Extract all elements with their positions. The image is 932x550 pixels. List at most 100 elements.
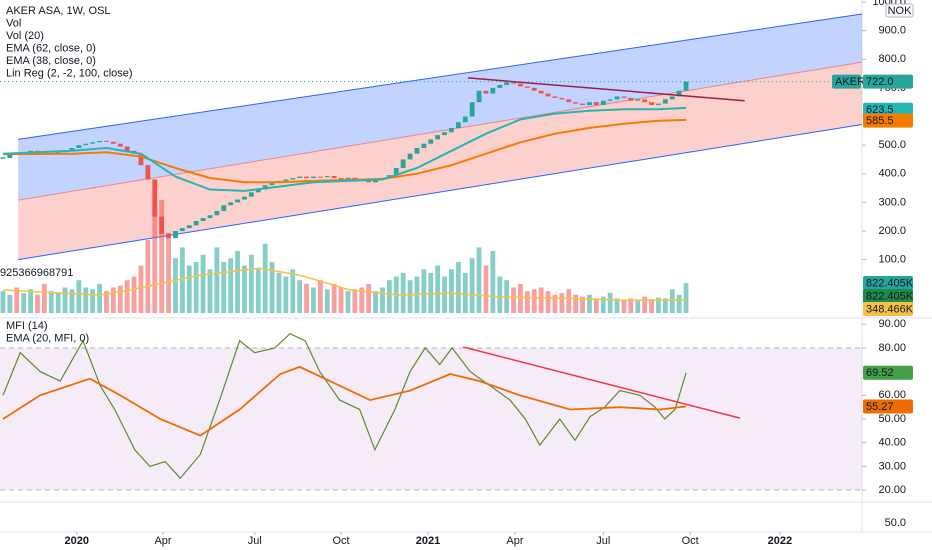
- volume-bar: [614, 298, 620, 313]
- channel-lower-fill: [18, 62, 862, 260]
- candle: [55, 152, 61, 154]
- candle: [683, 81, 689, 91]
- candle: [317, 176, 323, 178]
- price-badge-label: 55.27: [866, 401, 894, 413]
- candle: [373, 180, 378, 183]
- volume-bar: [386, 280, 392, 313]
- price-badge-label: 69.52: [866, 367, 894, 379]
- volume-bar: [683, 283, 689, 313]
- x-tick-label: Jul: [248, 535, 262, 547]
- x-tick-label: 2020: [65, 535, 89, 547]
- volume-bar: [159, 200, 165, 313]
- legend-item: Lin Reg (2, -2, 100, close): [6, 67, 133, 79]
- legend-item: MFI (14): [6, 320, 48, 332]
- y-tick-label: 500.0: [878, 139, 906, 151]
- volume-bar: [214, 247, 220, 313]
- volume-bar: [97, 283, 102, 313]
- candle: [324, 176, 330, 178]
- legend-item: EMA (38, close, 0): [6, 55, 96, 67]
- channel-line: [18, 13, 863, 140]
- candle: [518, 83, 523, 87]
- volume-bar: [242, 265, 247, 313]
- currency-label: NOK: [888, 5, 913, 17]
- legend-item: EMA (62, close, 0): [6, 42, 96, 54]
- volume-bar: [131, 276, 137, 313]
- symbol-badge-label: AKER: [835, 76, 865, 88]
- candle: [593, 102, 599, 106]
- candle: [531, 87, 537, 91]
- volume-bar: [200, 254, 206, 313]
- volume-bar: [497, 276, 503, 313]
- volume-bar: [138, 265, 144, 313]
- mfi-band: [0, 347, 862, 491]
- candle: [207, 215, 213, 219]
- volume-bar: [83, 287, 89, 313]
- volume-bar: [587, 294, 592, 313]
- volume-bar: [524, 291, 530, 313]
- candle: [462, 116, 468, 123]
- volume-bar: [490, 251, 496, 313]
- volume-bar: [621, 300, 627, 313]
- candle: [559, 97, 565, 100]
- volume-bar: [21, 292, 27, 313]
- volume-bar: [421, 269, 427, 313]
- candle: [124, 146, 130, 151]
- candle: [476, 90, 482, 103]
- volume-bar: [366, 283, 372, 313]
- price-badge-label: 348.466K: [866, 303, 914, 315]
- candle: [173, 230, 178, 239]
- x-tick-label: Oct: [332, 535, 349, 547]
- y-tick-label: 50.00: [878, 413, 906, 425]
- candle: [304, 176, 309, 179]
- y-tick-label: 800.0: [878, 53, 906, 65]
- price-badge-label: 722.0: [866, 76, 894, 88]
- lower-pane-label: 50.0: [885, 517, 906, 529]
- price-badge-label: 623.5: [866, 104, 894, 116]
- candle: [538, 90, 544, 94]
- trend-line: [467, 77, 745, 102]
- y-tick-label: 40.00: [878, 437, 906, 449]
- price-badge: [863, 289, 913, 304]
- volume-bar: [297, 280, 303, 313]
- volume-bar: [428, 272, 434, 313]
- volume-bar: [221, 261, 227, 313]
- candle: [166, 233, 171, 239]
- price-badge-label: 822.405K: [866, 277, 914, 289]
- price-badge: [863, 102, 913, 117]
- y-tick-label: 20.00: [878, 484, 906, 496]
- candle: [283, 179, 289, 181]
- price-badge: [863, 302, 913, 317]
- candle: [483, 90, 489, 94]
- price-badge: [863, 365, 913, 380]
- symbol-badge: [832, 74, 861, 89]
- candle: [552, 96, 558, 98]
- candle: [179, 228, 185, 231]
- candle: [290, 178, 296, 180]
- volume-bar: [90, 289, 96, 313]
- volume-bar: [518, 283, 523, 313]
- candle: [69, 147, 75, 151]
- candle: [221, 205, 227, 211]
- volume-bar: [635, 300, 641, 313]
- legend-item: Vol: [6, 17, 21, 29]
- candle: [428, 139, 434, 144]
- candle: [573, 102, 579, 104]
- candle: [421, 143, 427, 148]
- candle: [435, 135, 441, 140]
- volume-bar: [538, 287, 544, 313]
- candle: [642, 99, 648, 103]
- volume-bar: [76, 280, 82, 313]
- candle: [455, 122, 461, 128]
- legend-item: Vol (20): [6, 30, 44, 42]
- volume-bar: [407, 280, 413, 313]
- volume-bar: [324, 289, 330, 313]
- price-badge: [863, 113, 913, 128]
- volume-bar: [559, 292, 565, 313]
- candle: [580, 103, 585, 106]
- candle: [621, 96, 627, 98]
- volume-bar: [531, 289, 537, 313]
- cut-value-label: 925366968791: [0, 267, 73, 279]
- y-tick-label: 60.00: [878, 389, 906, 401]
- volume-bar: [173, 258, 178, 313]
